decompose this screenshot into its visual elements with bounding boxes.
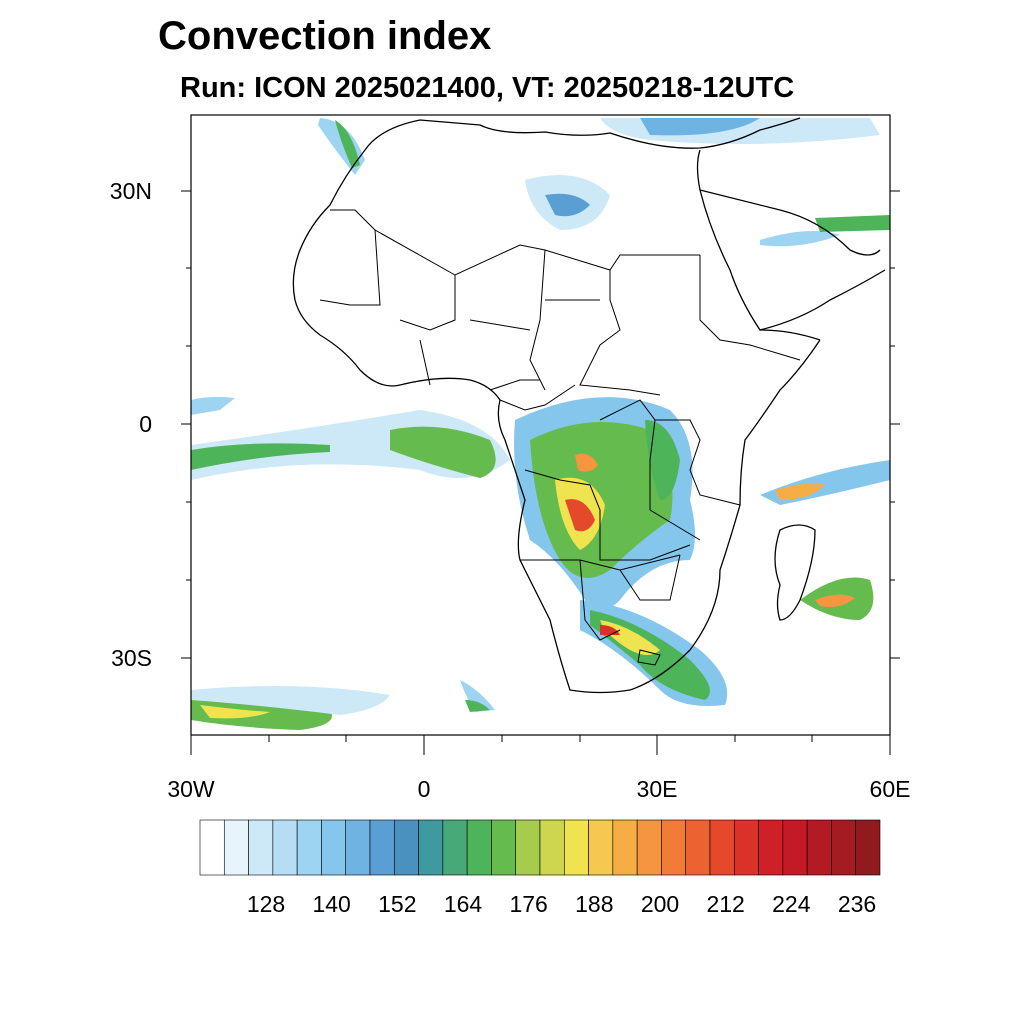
colorbar-swatch: [296, 819, 322, 876]
coastlines: [292, 117, 886, 694]
colorbar-swatch: [855, 819, 881, 876]
colorbar-swatch: [345, 819, 371, 876]
country-borders: [319, 209, 801, 666]
colorbar-swatch: [466, 819, 492, 876]
lon-label-30e: 30E: [637, 776, 678, 802]
colorbar-swatch: [393, 819, 419, 876]
colorbar-swatch: [685, 819, 711, 876]
colorbar-swatch: [661, 819, 687, 876]
colorbar-label: 188: [575, 891, 613, 917]
colorbar-swatch: [248, 819, 274, 876]
lon-label-0: 0: [418, 776, 431, 802]
colorbar-swatch: [636, 819, 662, 876]
colorbar-swatch: [539, 819, 565, 876]
colorbar-swatch: [491, 819, 517, 876]
lat-label-30n: 30N: [110, 178, 152, 204]
convection-field: [191, 118, 890, 730]
colorbar-swatch: [612, 819, 638, 876]
colorbar-label: 224: [772, 891, 811, 917]
colorbar-swatch: [199, 819, 225, 876]
chart-title: Convection index: [158, 14, 492, 58]
colorbar-label: 212: [706, 891, 744, 917]
lon-label-60e: 60E: [870, 776, 911, 802]
colorbar-swatch: [272, 819, 298, 876]
map-frame: [190, 114, 891, 736]
colorbar-swatch: [515, 819, 541, 876]
colorbar-swatch: [806, 819, 832, 876]
colorbar-swatch: [563, 819, 589, 876]
colorbar-swatch: [223, 819, 249, 876]
lat-label-30s: 30S: [111, 645, 152, 671]
colorbar-label: 176: [509, 891, 547, 917]
axis-ticks: [181, 190, 900, 755]
colorbar-swatch: [758, 819, 784, 876]
colorbar-label: 164: [444, 891, 483, 917]
colorbar-swatch: [709, 819, 735, 876]
colorbar-swatch: [733, 819, 759, 876]
colorbar-swatch: [369, 819, 395, 876]
colorbar-swatch: [321, 819, 347, 876]
colorbar-swatch: [442, 819, 468, 876]
colorbar-swatch: [831, 819, 857, 876]
lon-label-30w: 30W: [167, 776, 215, 802]
colorbar-swatch: [782, 819, 808, 876]
colorbar-label: 236: [838, 891, 876, 917]
colorbar-label: 128: [247, 891, 285, 917]
colorbar: [199, 819, 881, 876]
colorbar-label: 152: [378, 891, 416, 917]
map-panel: [191, 117, 890, 730]
colorbar-label: 200: [641, 891, 679, 917]
colorbar-swatch: [418, 819, 444, 876]
colorbar-labels: 128 140 152 164 176 188 200 212 224 236: [247, 891, 876, 917]
lat-label-0: 0: [139, 411, 152, 437]
chart-subtitle: Run: ICON 2025021400, VT: 20250218-12UTC: [180, 72, 795, 104]
colorbar-label: 140: [312, 891, 350, 917]
colorbar-swatch: [588, 819, 614, 876]
